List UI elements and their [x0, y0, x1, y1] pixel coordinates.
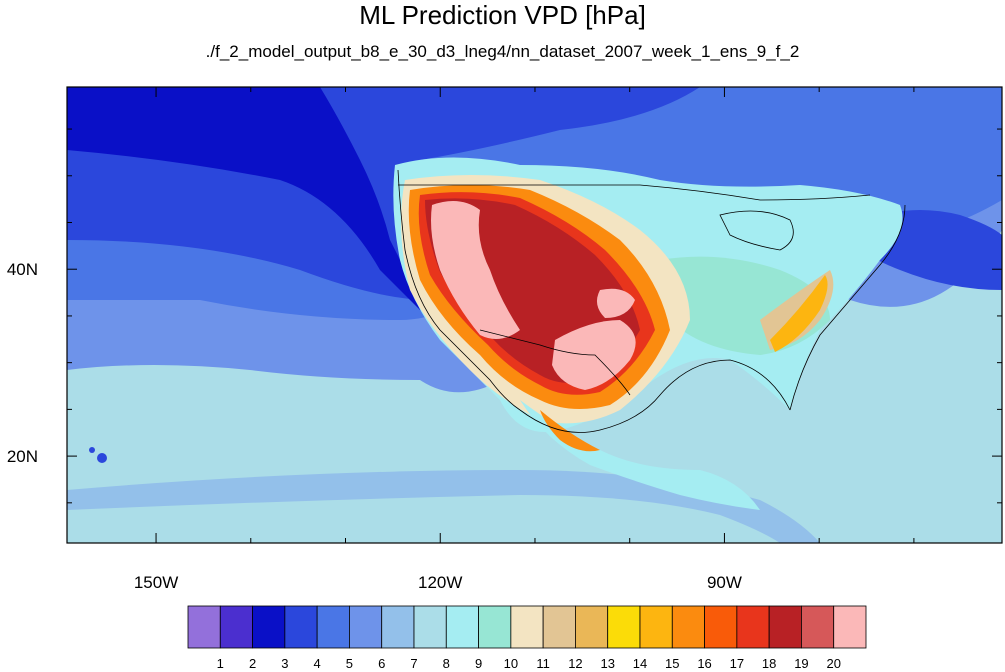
lat-tick-label: 20N	[7, 447, 38, 466]
land-east-streak	[770, 275, 828, 352]
coastline-west	[397, 169, 521, 411]
colorbar-label: 14	[633, 656, 647, 671]
hawaii-island	[97, 453, 107, 463]
colorbar-label: 8	[443, 656, 450, 671]
colorbar-swatch	[671, 605, 705, 649]
colorbar-label: 3	[281, 656, 288, 671]
colorbar-label: 18	[762, 656, 776, 671]
colorbar-swatch	[639, 605, 673, 649]
colorbar-label: 15	[665, 656, 679, 671]
lon-tick-label: 120W	[418, 573, 462, 592]
ocean-south-strip-2	[67, 495, 780, 543]
colorbar-swatch	[575, 605, 609, 649]
lon-tick-label: 90W	[707, 573, 742, 592]
land-mexico	[520, 400, 760, 510]
map-field	[67, 87, 1002, 543]
hawaii-island-2	[89, 447, 95, 453]
land-hot-peak-west	[431, 201, 520, 339]
lon-tick-label: 150W	[134, 573, 178, 592]
colorbar-swatch	[187, 605, 221, 649]
colorbar-label: 20	[826, 656, 840, 671]
map-subtitle: ./f_2_model_output_b8_e_30_d3_lneg4/nn_d…	[205, 42, 800, 61]
great-lakes	[719, 210, 794, 251]
colorbar: 1 2 3 4 5 6 7 8 9 10 11 12 13 14 15 16 17 18 19 20	[187, 605, 867, 671]
map-outlines	[397, 169, 906, 433]
colorbar-swatch	[284, 605, 318, 649]
colorbar-swatch	[413, 605, 447, 649]
colorbar-swatch	[316, 605, 350, 649]
colorbar-swatch	[381, 605, 415, 649]
border-mexico	[479, 329, 631, 396]
colorbar-label: 10	[504, 656, 518, 671]
colorbar-swatch	[445, 605, 479, 649]
colorbar-label: 7	[410, 656, 417, 671]
land-mexico-hot	[540, 410, 600, 452]
coastline-gulf	[519, 359, 791, 433]
colorbar-label: 11	[536, 656, 550, 671]
colorbar-swatch	[349, 605, 383, 649]
border-canada	[398, 184, 871, 201]
colorbar-swatch	[704, 605, 738, 649]
colorbar-label: 17	[730, 656, 744, 671]
ocean-deep-nw	[67, 87, 440, 330]
colorbar-label: 13	[600, 656, 614, 671]
colorbar-label: 19	[794, 656, 808, 671]
colorbar-swatch	[219, 605, 253, 649]
colorbar-swatch	[252, 605, 286, 649]
colorbar-label: 4	[314, 656, 321, 671]
colorbar-label: 16	[697, 656, 711, 671]
colorbar-label: 9	[475, 656, 482, 671]
colorbar-swatch	[736, 605, 770, 649]
land-hot-peak-mid	[596, 288, 635, 318]
colorbar-swatch	[801, 605, 835, 649]
colorbar-label: 12	[568, 656, 582, 671]
coastline-east	[789, 204, 906, 411]
colorbar-swatch	[833, 605, 867, 649]
lat-tick-label: 40N	[7, 260, 38, 279]
colorbar-swatch	[542, 605, 576, 649]
colorbar-swatch	[478, 605, 512, 649]
map-title: ML Prediction VPD [hPa]	[359, 0, 646, 30]
colorbar-swatch	[768, 605, 802, 649]
colorbar-swatch	[510, 605, 544, 649]
colorbar-swatch	[607, 605, 641, 649]
colorbar-label: 5	[346, 656, 353, 671]
colorbar-label: 2	[249, 656, 256, 671]
colorbar-label: 1	[217, 656, 224, 671]
colorbar-label: 6	[378, 656, 385, 671]
axis-ticks: 150W 120W 90W 40N 20N	[7, 87, 1002, 592]
